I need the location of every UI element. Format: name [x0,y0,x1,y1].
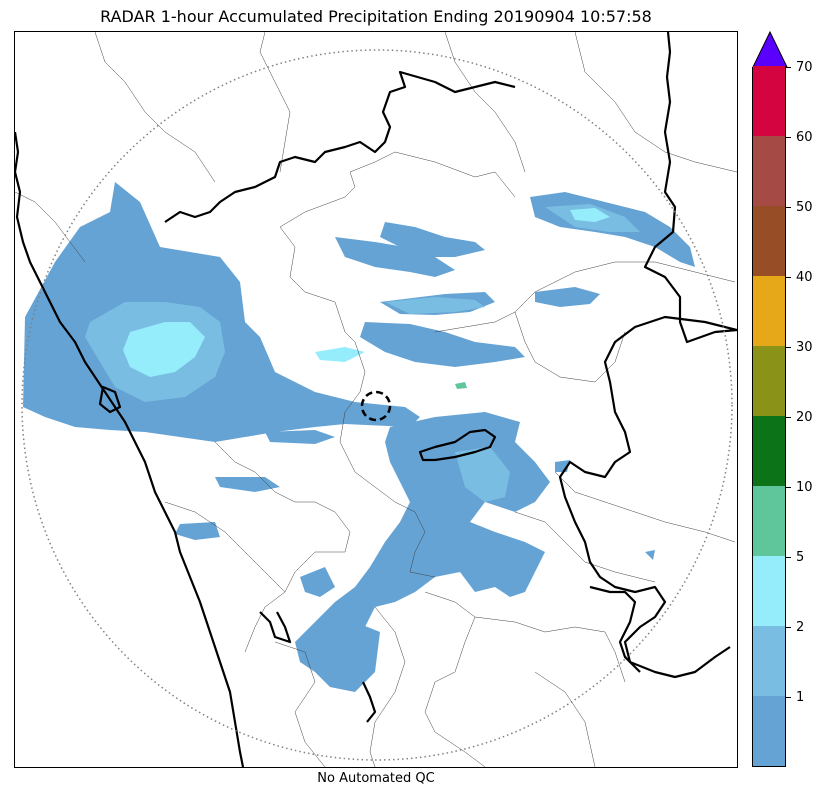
colorbar-segment [753,346,785,416]
state-border-south-inlet [259,611,292,644]
colorbar-tick-label: 1 [796,690,805,705]
colorbar-tick [786,627,791,628]
precip-central-peak [315,347,365,362]
colorbar-tick [786,137,791,138]
precip-south-tail [315,622,380,692]
precip-southwest-blob [300,567,335,597]
colorbar-tick-label: 50 [796,200,813,215]
colorbar-tick [786,697,791,698]
precip-east-band [535,287,600,307]
colorbar-segment [753,206,785,276]
precipitation-layer-10mm [455,382,467,389]
colorbar-tick-label: 40 [796,270,813,285]
colorbar-segment [753,66,785,136]
colorbar-extend-arrow [752,31,788,68]
precip-west-mid-band [215,477,280,492]
colorbar-tick [786,487,791,488]
colorbar-tick [786,417,791,418]
precip-scatter-4 [645,550,655,560]
district-boundaries [15,32,737,767]
colorbar-tick-label: 20 [796,410,813,425]
colorbar-segment [753,626,785,696]
precip-north-core [385,297,485,314]
precip-central-band-2 [360,322,525,367]
state-border-northeast [643,32,737,344]
precip-scatter-1 [245,410,315,424]
radar-map-svg [15,32,737,767]
colorbar-tick [786,557,791,558]
colorbar-tick-label: 60 [796,130,813,145]
state-boundaries [15,32,737,767]
radar-map[interactable] [14,31,738,768]
colorbar-tick-label: 5 [796,550,805,565]
colorbar-tick-label: 10 [796,480,813,495]
precip-west-peak [123,322,205,377]
precip-west-cluster [23,182,420,442]
state-border-west-inlet [98,385,122,414]
precipitation-layer [23,182,695,692]
chart-title: RADAR 1-hour Accumulated Precipitation E… [100,7,652,26]
state-border-east [558,315,737,679]
precip-south-core [455,447,510,502]
precip-mid-band [335,237,455,277]
radar-site-marker [360,390,392,422]
colorbar-tick-label: 70 [796,60,813,75]
precipitation-layer-5mm [123,208,610,377]
state-border-southeast [589,585,641,673]
state-border-north [164,70,516,223]
colorbar-segment [753,276,785,346]
colorbar-segment [753,136,785,206]
colorbar-segment [753,486,785,556]
colorbar-segment [753,696,785,766]
colorbar [752,66,786,767]
colorbar-segment [753,556,785,626]
colorbar-tick [786,277,791,278]
state-border-coast [15,131,245,767]
colorbar-tick [786,67,791,68]
precip-northeast-peak [570,208,610,222]
colorbar-tick [786,347,791,348]
precip-west-small [175,522,220,540]
colorbar-tick [786,207,791,208]
colorbar-tick-label: 2 [796,620,805,635]
precip-central-green [455,382,467,389]
colorbar-tick-label: 30 [796,340,813,355]
colorbar-segment [753,416,785,486]
qc-note: No Automated QC [317,771,435,786]
state-border-south-tip [362,681,377,723]
radar-range-ring [21,49,733,761]
state-border-central-enclave [418,428,497,462]
precip-scatter-2 [265,430,335,444]
